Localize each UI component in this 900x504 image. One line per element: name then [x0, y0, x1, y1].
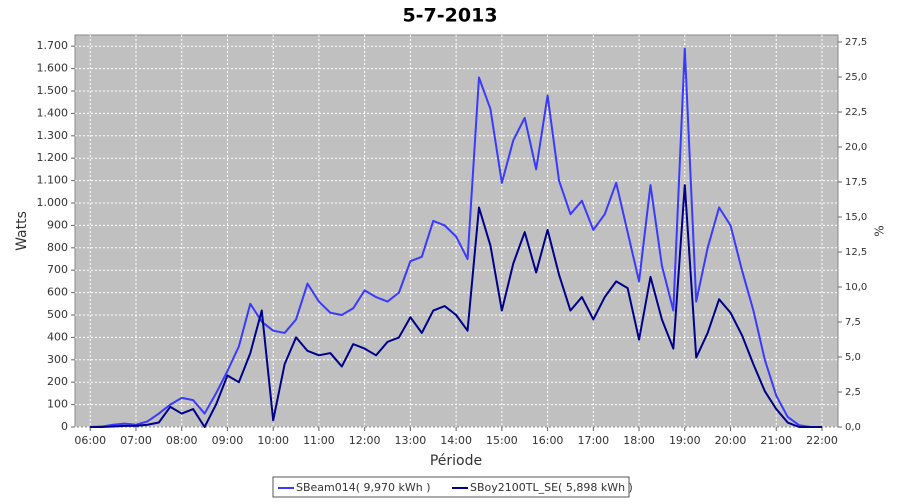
- y2-tick-label: 25,0: [845, 72, 867, 83]
- x-tick-label: 14:00: [440, 434, 472, 447]
- y-axis-label: Watts: [14, 211, 30, 251]
- x-tick-label: 22:00: [806, 434, 838, 447]
- x-axis-label: Période: [430, 453, 482, 469]
- x-tick-label: 15:00: [486, 434, 518, 447]
- x-tick-label: 07:00: [120, 434, 152, 447]
- y-tick-label: 1.400: [37, 106, 69, 119]
- y-tick-label: 100: [47, 398, 68, 411]
- y-tick-label: 400: [47, 330, 68, 343]
- y2-tick-label: 12,5: [845, 247, 867, 258]
- x-tick-label: 09:00: [212, 434, 244, 447]
- legend: [272, 476, 630, 498]
- series-line: [90, 184, 822, 428]
- y-tick-label: 600: [47, 286, 68, 299]
- y-tick-label: 800: [47, 241, 68, 254]
- legend-label: SBeam014( 9,970 kWh ): [296, 481, 431, 494]
- x-tick-label: 13:00: [395, 434, 427, 447]
- y2-tick-label: 27,5: [845, 37, 867, 48]
- y-tick-label: 300: [47, 353, 68, 366]
- x-tick-label: 17:00: [577, 434, 609, 447]
- y-tick-label: 0: [61, 420, 68, 433]
- y2-tick-label: 7,5: [845, 317, 861, 328]
- series-line: [90, 47, 822, 428]
- x-tick-label: 20:00: [715, 434, 747, 447]
- y2-tick-label: 2,5: [845, 387, 861, 398]
- y2-tick-label: 0,0: [845, 422, 861, 433]
- x-tick-label: 19:00: [669, 434, 701, 447]
- x-tick-label: 12:00: [349, 434, 381, 447]
- y-tick-label: 1.500: [37, 84, 69, 97]
- x-tick-label: 21:00: [760, 434, 792, 447]
- x-tick-label: 16:00: [532, 434, 564, 447]
- y2-tick-label: 15,0: [845, 212, 867, 223]
- y-tick-label: 700: [47, 263, 68, 276]
- y-tick-label: 1.600: [37, 62, 69, 75]
- y-tick-label: 200: [47, 375, 68, 388]
- y-tick-label: 1.300: [37, 129, 69, 142]
- chart-title: 5-7-2013: [402, 5, 497, 27]
- y-tick-label: 900: [47, 218, 68, 231]
- y-tick-label: 1.000: [37, 196, 69, 209]
- x-tick-label: 06:00: [74, 434, 106, 447]
- legend-label: SBoy2100TL_SE( 5,898 kWh ): [470, 481, 633, 494]
- y2-tick-label: 10,0: [845, 282, 867, 293]
- y-tick-label: 1.200: [37, 151, 69, 164]
- y2-tick-label: 22,5: [845, 107, 867, 118]
- y2-tick-label: 5,0: [845, 352, 861, 363]
- x-tick-label: 18:00: [623, 434, 655, 447]
- y2-tick-label: 17,5: [845, 177, 867, 188]
- y2-axis-label: %: [873, 225, 887, 236]
- y-tick-label: 500: [47, 308, 68, 321]
- y2-tick-label: 20,0: [845, 142, 867, 153]
- x-tick-label: 11:00: [303, 434, 335, 447]
- y-tick-label: 1.700: [37, 39, 69, 52]
- x-tick-label: 10:00: [257, 434, 289, 447]
- x-tick-label: 08:00: [166, 434, 198, 447]
- y-tick-label: 1.100: [37, 174, 69, 187]
